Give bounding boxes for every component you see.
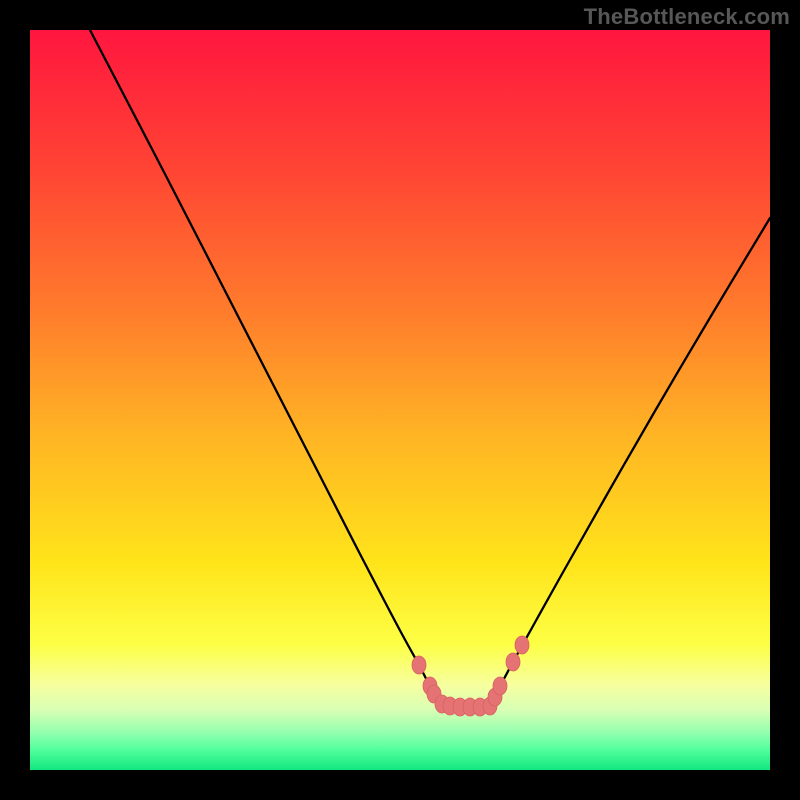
chart-container: TheBottleneck.com xyxy=(0,0,800,800)
curve-marker xyxy=(412,656,426,674)
curve-marker xyxy=(506,653,520,671)
curve-marker xyxy=(493,677,507,695)
bottleneck-chart xyxy=(0,0,800,800)
plot-background xyxy=(30,30,770,770)
curve-marker xyxy=(515,636,529,654)
watermark-text: TheBottleneck.com xyxy=(584,4,790,30)
